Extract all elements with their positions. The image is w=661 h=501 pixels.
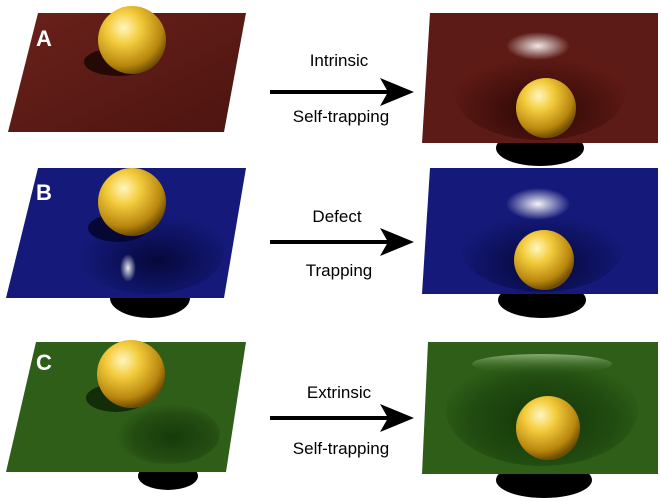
ball	[516, 396, 580, 460]
row-a-arrow	[270, 78, 414, 106]
highlight	[120, 254, 136, 282]
row-b-right-panel	[422, 168, 658, 318]
row-c-letter: C	[36, 350, 52, 375]
ball	[514, 230, 574, 290]
ball	[98, 168, 166, 236]
row-a-top-label: Intrinsic	[309, 51, 369, 70]
row-b-top-label: Defect	[312, 207, 362, 226]
row-a-bottom-label: Self-trapping	[292, 107, 390, 126]
row-c-bottom-label: Self-trapping	[292, 439, 390, 458]
row-a-right-panel	[422, 13, 658, 166]
row-c-left-panel	[6, 340, 246, 490]
row-c-arrow	[270, 404, 414, 432]
ball	[97, 340, 165, 408]
defect-well	[116, 404, 220, 464]
row-a-letter: A	[36, 26, 52, 51]
row-b-left-panel	[6, 168, 246, 318]
row-a-left-panel	[8, 6, 246, 132]
ball	[516, 78, 576, 138]
row-b-letter: B	[36, 180, 52, 205]
well-rim-highlight	[472, 354, 612, 374]
ball	[98, 6, 166, 74]
row-c-right-panel	[422, 342, 658, 498]
highlight	[506, 188, 570, 220]
row-b-bottom-label: Trapping	[305, 261, 373, 280]
highlight	[506, 32, 570, 60]
row-c-top-label: Extrinsic	[306, 383, 372, 402]
row-b-arrow	[270, 228, 414, 256]
